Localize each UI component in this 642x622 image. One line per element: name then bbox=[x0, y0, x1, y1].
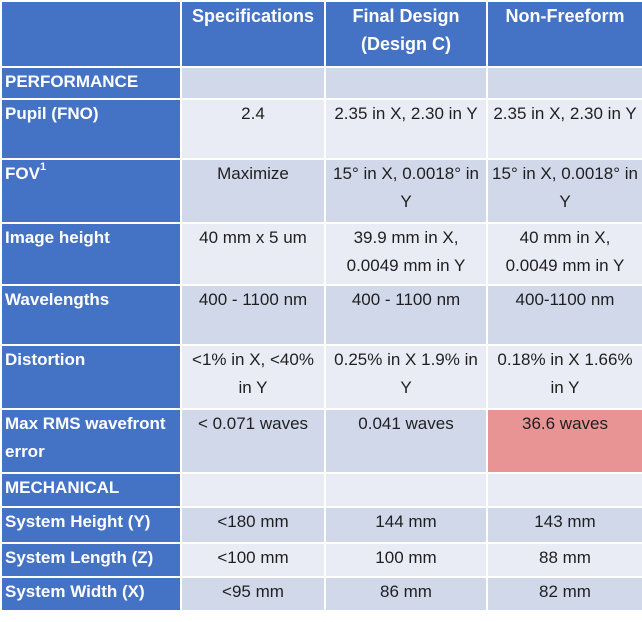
wavelengths-nonfreeform: 400-1100 nm bbox=[486, 284, 642, 346]
header-non-freeform: Non-Freeform bbox=[486, 0, 642, 68]
fov-footnote-marker: 1 bbox=[39, 161, 47, 174]
fov-nonfreeform: 15° in X, 0.0018° in Y bbox=[486, 158, 642, 224]
wavefront-nonfreeform: 36.6 waves bbox=[486, 408, 642, 474]
row-label-wavelengths: Wavelengths bbox=[0, 284, 182, 346]
fov-spec: Maximize bbox=[180, 158, 326, 224]
wavefront-spec: < 0.071 waves bbox=[180, 408, 326, 474]
system-length-final: 100 mm bbox=[324, 542, 488, 578]
wavelengths-final: 400 - 1100 nm bbox=[324, 284, 488, 346]
row-label-fov: FOV1 bbox=[0, 158, 182, 224]
row-label-system-height: System Height (Y) bbox=[0, 506, 182, 544]
section-performance: PERFORMANCE bbox=[0, 66, 182, 100]
fov-final: 15° in X, 0.0018° in Y bbox=[324, 158, 488, 224]
row-label-pupil: Pupil (FNO) bbox=[0, 98, 182, 160]
wavelengths-spec: 400 - 1100 nm bbox=[180, 284, 326, 346]
system-width-final: 86 mm bbox=[324, 576, 488, 612]
image-height-final: 39.9 mm in X, 0.0049 mm in Y bbox=[324, 222, 488, 286]
header-specifications: Specifications bbox=[180, 0, 326, 68]
row-label-system-width: System Width (X) bbox=[0, 576, 182, 612]
pupil-nonfreeform: 2.35 in X, 2.30 in Y bbox=[486, 98, 642, 160]
wavefront-final: 0.041 waves bbox=[324, 408, 488, 474]
pupil-final: 2.35 in X, 2.30 in Y bbox=[324, 98, 488, 160]
distortion-final: 0.25% in X 1.9% in Y bbox=[324, 344, 488, 410]
system-width-spec: <95 mm bbox=[180, 576, 326, 612]
row-label-wavefront: Max RMS wavefront error bbox=[0, 408, 182, 474]
pupil-spec: 2.4 bbox=[180, 98, 326, 160]
system-height-nonfreeform: 143 mm bbox=[486, 506, 642, 544]
row-label-system-length: System Length (Z) bbox=[0, 542, 182, 578]
header-blank bbox=[0, 0, 182, 68]
header-final-design: Final Design (Design C) bbox=[324, 0, 488, 68]
system-length-spec: <100 mm bbox=[180, 542, 326, 578]
section-mechanical: MECHANICAL bbox=[0, 472, 182, 508]
image-height-spec: 40 mm x 5 um bbox=[180, 222, 326, 286]
system-length-nonfreeform: 88 mm bbox=[486, 542, 642, 578]
fov-label-text: FOV bbox=[5, 164, 40, 183]
system-height-spec: <180 mm bbox=[180, 506, 326, 544]
distortion-nonfreeform: 0.18% in X 1.66% in Y bbox=[486, 344, 642, 410]
image-height-nonfreeform: 40 mm in X, 0.0049 mm in Y bbox=[486, 222, 642, 286]
system-width-nonfreeform: 82 mm bbox=[486, 576, 642, 612]
system-height-final: 144 mm bbox=[324, 506, 488, 544]
distortion-spec: <1% in X, <40% in Y bbox=[180, 344, 326, 410]
row-label-image-height: Image height bbox=[0, 222, 182, 286]
row-label-distortion: Distortion bbox=[0, 344, 182, 410]
